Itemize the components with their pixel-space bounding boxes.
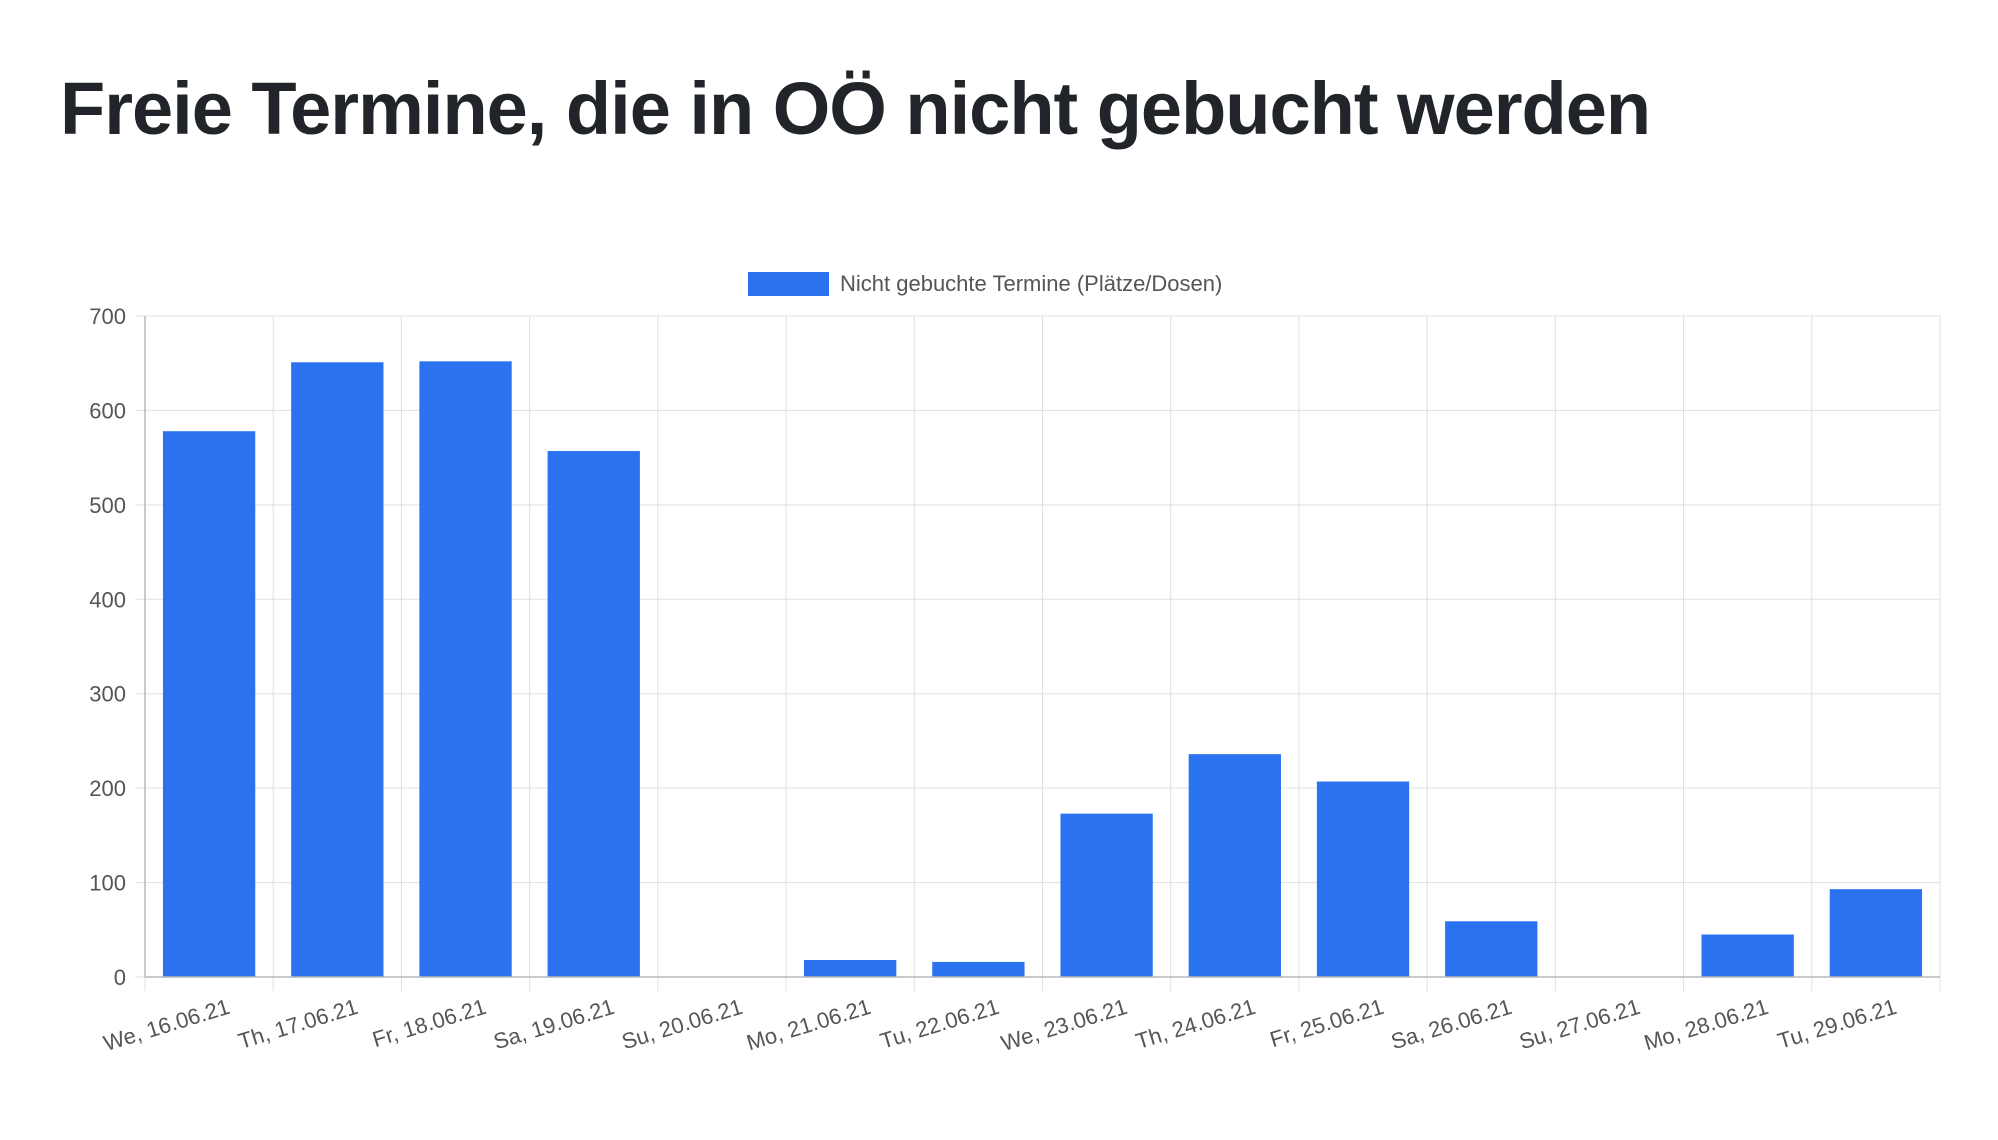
y-tick-label: 100 xyxy=(89,871,126,896)
bar xyxy=(932,961,1025,977)
bar xyxy=(547,451,640,978)
bar xyxy=(1188,754,1281,977)
x-tick-label: Mo, 28.06.21 xyxy=(1641,994,1771,1055)
legend-label: Nicht gebuchte Termine (Plätze/Dosen) xyxy=(840,271,1222,296)
y-tick-label: 200 xyxy=(89,776,126,801)
x-tick-label: Su, 27.06.21 xyxy=(1516,994,1643,1054)
x-tick-label: Su, 20.06.21 xyxy=(619,994,746,1054)
legend: Nicht gebuchte Termine (Plätze/Dosen) xyxy=(748,271,1222,296)
x-tick-label: Th, 24.06.21 xyxy=(1133,994,1258,1054)
x-tick-label: We, 16.06.21 xyxy=(100,994,232,1056)
x-tick-label: We, 23.06.21 xyxy=(998,994,1130,1056)
axes xyxy=(144,316,1940,978)
bar xyxy=(419,361,512,978)
bar xyxy=(1829,889,1923,977)
bar xyxy=(1060,813,1153,977)
grid xyxy=(135,315,1941,991)
bar xyxy=(1701,934,1794,977)
x-tick-label: Sa, 19.06.21 xyxy=(491,994,618,1054)
bar xyxy=(291,362,384,977)
legend-swatch xyxy=(748,272,829,296)
bar xyxy=(804,960,897,977)
y-tick-label: 400 xyxy=(89,587,126,612)
y-tick-label: 300 xyxy=(89,682,126,707)
bar xyxy=(162,431,256,977)
x-axis-tick-labels: We, 16.06.21 Th, 17.06.21 Fr, 18.06.21 Sa, … xyxy=(100,994,1899,1056)
x-tick-label: Fr, 18.06.21 xyxy=(369,994,489,1052)
x-tick-label: Th, 17.06.21 xyxy=(235,994,360,1054)
x-tick-label: Tu, 29.06.21 xyxy=(1775,994,1900,1054)
x-tick-label: Tu, 22.06.21 xyxy=(877,994,1002,1054)
y-tick-label: 0 xyxy=(114,965,126,990)
y-tick-label: 500 xyxy=(89,493,126,518)
x-tick-label: Fr, 25.06.21 xyxy=(1267,994,1387,1052)
y-tick-label: 700 xyxy=(89,304,126,329)
x-tick-label: Mo, 21.06.21 xyxy=(744,994,874,1055)
y-tick-label: 600 xyxy=(89,398,126,423)
bars xyxy=(162,361,1923,978)
y-axis-tick-labels: 0 100 200 300 400 500 600 700 xyxy=(89,304,126,990)
bar xyxy=(1316,781,1410,977)
page-title: Freie Termine, die in OÖ nicht gebucht w… xyxy=(60,67,1651,150)
x-tick-label: Sa, 26.06.21 xyxy=(1388,994,1515,1054)
bar xyxy=(1445,921,1538,977)
